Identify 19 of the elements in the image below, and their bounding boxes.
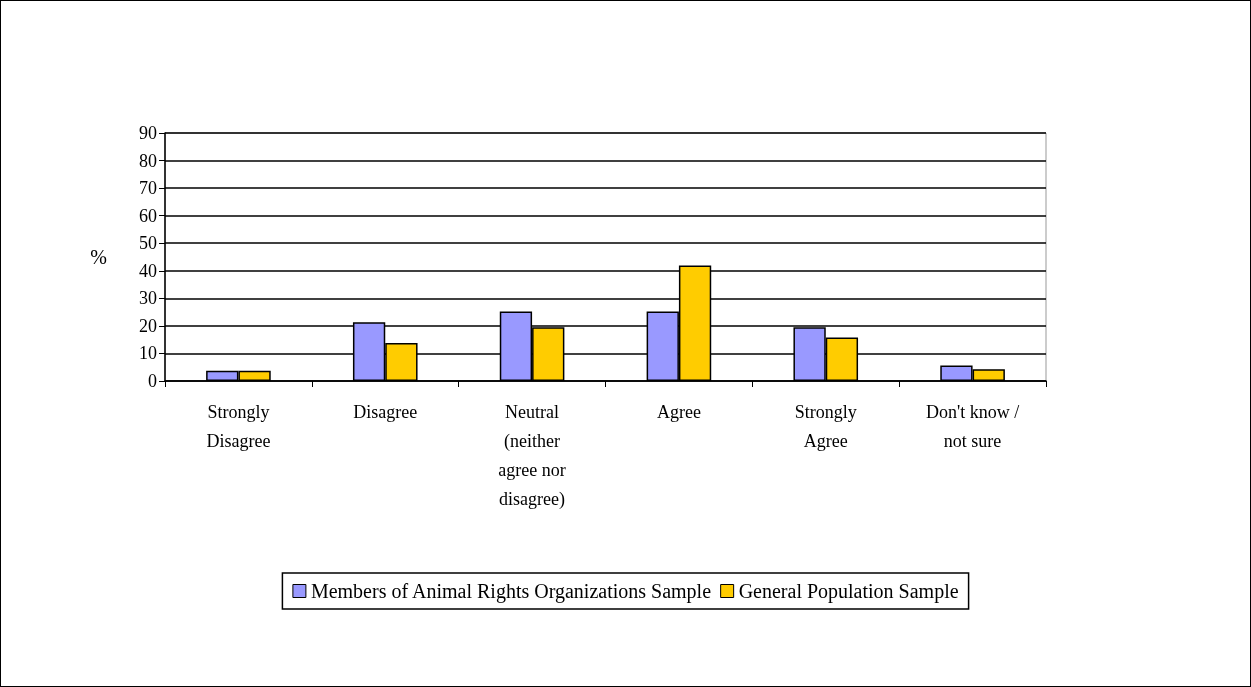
y-axis-title: %	[90, 246, 107, 268]
y-tick-label: 90	[139, 123, 157, 143]
y-tick-label: 10	[139, 343, 157, 364]
x-tick-label: Strongly Agree	[794, 401, 857, 451]
legend-label: Members of Animal Rights Organizations Sample	[310, 580, 712, 603]
x-tick-label: Neutral (neither agree nor disagree)	[498, 401, 566, 510]
y-tick-label: 30	[139, 288, 157, 309]
y-tick-label: 70	[139, 178, 157, 199]
legend-label: General Population Sample	[738, 580, 959, 603]
x-tick-label: Agree	[656, 401, 701, 422]
y-tick-label: 0	[148, 371, 157, 391]
x-tick-label: Don't know / not sure	[925, 401, 1020, 451]
y-tick-label: 20	[139, 315, 157, 336]
y-tick-label: 60	[139, 205, 157, 226]
y-tick-label: 80	[139, 150, 157, 171]
y-tick-label: 50	[139, 233, 157, 254]
x-tick-label: Disagree	[353, 401, 418, 422]
x-tick-label: Strongly Disagree	[206, 401, 271, 451]
y-tick-label: 40	[139, 260, 157, 281]
